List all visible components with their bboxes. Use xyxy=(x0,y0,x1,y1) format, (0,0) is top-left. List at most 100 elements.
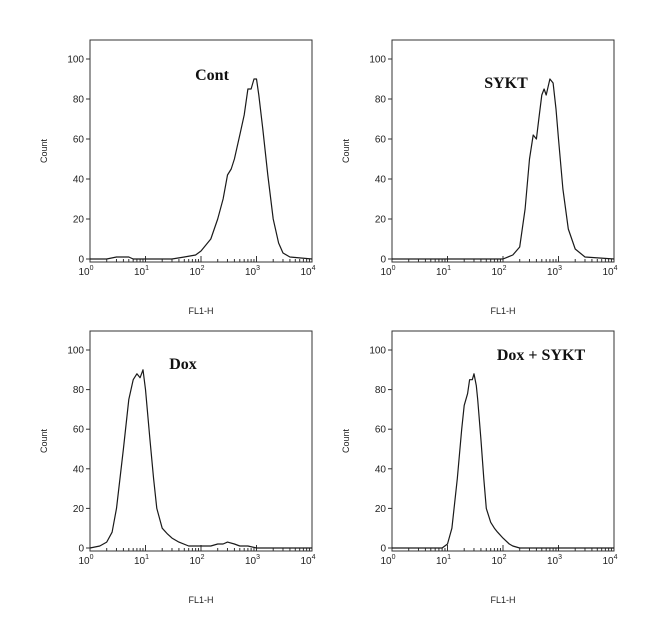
y-tick-label: 80 xyxy=(73,385,85,396)
plot-frame xyxy=(89,330,313,552)
x-tick-exponent: 3 xyxy=(558,265,562,272)
plot-frame xyxy=(391,39,615,263)
x-axis-label: FL1-H xyxy=(490,306,515,316)
x-tick-exponent: 1 xyxy=(447,554,451,561)
y-tick-label: 100 xyxy=(67,346,84,357)
y-tick-label: 80 xyxy=(375,385,387,396)
x-tick-label: 101 xyxy=(436,265,451,278)
y-tick-label: 40 xyxy=(73,464,85,475)
y-tick-label: 0 xyxy=(78,255,84,266)
x-tick-label: 104 xyxy=(602,554,617,567)
y-tick-label: 0 xyxy=(78,544,84,555)
panel-title: Dox xyxy=(169,356,197,373)
x-tick-exponent: 0 xyxy=(90,265,94,272)
x-tick-label: 102 xyxy=(189,554,204,567)
panel-title: SYKT xyxy=(484,75,528,92)
y-tick-label: 40 xyxy=(375,464,387,475)
x-tick-exponent: 1 xyxy=(145,554,149,561)
y-tick-label: 60 xyxy=(375,425,387,436)
histogram-curve xyxy=(392,373,614,549)
x-tick-base: 10 xyxy=(245,556,257,567)
x-axis-label: FL1-H xyxy=(188,306,213,316)
x-tick-base: 10 xyxy=(245,267,257,278)
x-tick-base: 10 xyxy=(491,267,503,278)
y-axis-label: Count xyxy=(39,139,49,164)
x-tick-base: 10 xyxy=(602,556,614,567)
x-tick-exponent: 3 xyxy=(256,265,260,272)
y-tick-label: 100 xyxy=(369,55,386,66)
y-tick-label: 100 xyxy=(67,55,84,66)
x-axis-label: FL1-H xyxy=(490,595,515,605)
histogram-curve xyxy=(392,78,615,260)
y-tick-label: 40 xyxy=(73,175,85,186)
x-tick-exponent: 0 xyxy=(90,554,94,561)
x-tick-base: 10 xyxy=(491,556,503,567)
x-tick-base: 10 xyxy=(436,267,448,278)
x-tick-exponent: 3 xyxy=(558,554,562,561)
x-tick-label: 103 xyxy=(547,554,562,567)
x-tick-base: 10 xyxy=(300,267,312,278)
x-tick-exponent: 3 xyxy=(256,554,260,561)
y-tick-label: 20 xyxy=(375,215,387,226)
plot-frame xyxy=(391,330,615,552)
y-tick-label: 80 xyxy=(375,95,387,106)
y-axis-label: Count xyxy=(341,139,351,164)
y-tick-label: 0 xyxy=(380,544,386,555)
x-tick-label: 101 xyxy=(134,265,149,278)
x-tick-exponent: 0 xyxy=(392,265,396,272)
x-tick-base: 10 xyxy=(380,267,392,278)
y-tick-label: 60 xyxy=(375,135,387,146)
x-tick-exponent: 4 xyxy=(614,554,618,561)
x-tick-label: 100 xyxy=(380,265,395,278)
x-tick-exponent: 4 xyxy=(312,554,316,561)
histogram-curve xyxy=(89,369,312,549)
x-tick-label: 100 xyxy=(380,554,395,567)
histogram-curve xyxy=(90,78,313,260)
x-tick-base: 10 xyxy=(547,267,559,278)
x-tick-base: 10 xyxy=(189,556,201,567)
x-tick-label: 102 xyxy=(491,265,506,278)
x-tick-exponent: 2 xyxy=(503,265,507,272)
x-tick-exponent: 4 xyxy=(614,265,618,272)
x-tick-exponent: 0 xyxy=(392,554,396,561)
y-tick-label: 20 xyxy=(375,504,387,515)
y-tick-label: 20 xyxy=(73,215,85,226)
x-tick-base: 10 xyxy=(547,556,559,567)
x-tick-exponent: 2 xyxy=(201,554,205,561)
x-tick-label: 102 xyxy=(491,554,506,567)
x-tick-exponent: 4 xyxy=(312,265,316,272)
x-tick-label: 103 xyxy=(547,265,562,278)
x-tick-base: 10 xyxy=(78,267,90,278)
x-tick-label: 100 xyxy=(78,554,93,567)
x-tick-base: 10 xyxy=(602,267,614,278)
x-tick-base: 10 xyxy=(189,267,201,278)
x-tick-base: 10 xyxy=(134,267,146,278)
x-tick-base: 10 xyxy=(300,556,312,567)
x-tick-label: 100 xyxy=(78,265,93,278)
x-tick-base: 10 xyxy=(134,556,146,567)
x-tick-base: 10 xyxy=(78,556,90,567)
y-tick-label: 0 xyxy=(380,255,386,266)
x-tick-label: 103 xyxy=(245,265,260,278)
panel-title: Dox + SYKT xyxy=(497,347,586,364)
y-axis-label: Count xyxy=(341,429,351,454)
x-tick-label: 104 xyxy=(300,265,315,278)
x-tick-label: 104 xyxy=(300,554,315,567)
x-tick-label: 103 xyxy=(245,554,260,567)
x-tick-label: 104 xyxy=(602,265,617,278)
y-axis-label: Count xyxy=(39,429,49,454)
x-tick-base: 10 xyxy=(380,556,392,567)
x-tick-exponent: 1 xyxy=(145,265,149,272)
y-tick-label: 40 xyxy=(375,175,387,186)
y-tick-label: 60 xyxy=(73,135,85,146)
x-tick-label: 101 xyxy=(134,554,149,567)
x-tick-exponent: 2 xyxy=(503,554,507,561)
x-tick-base: 10 xyxy=(436,556,448,567)
panel-title: Cont xyxy=(195,67,229,84)
x-tick-label: 101 xyxy=(436,554,451,567)
x-axis-label: FL1-H xyxy=(188,595,213,605)
